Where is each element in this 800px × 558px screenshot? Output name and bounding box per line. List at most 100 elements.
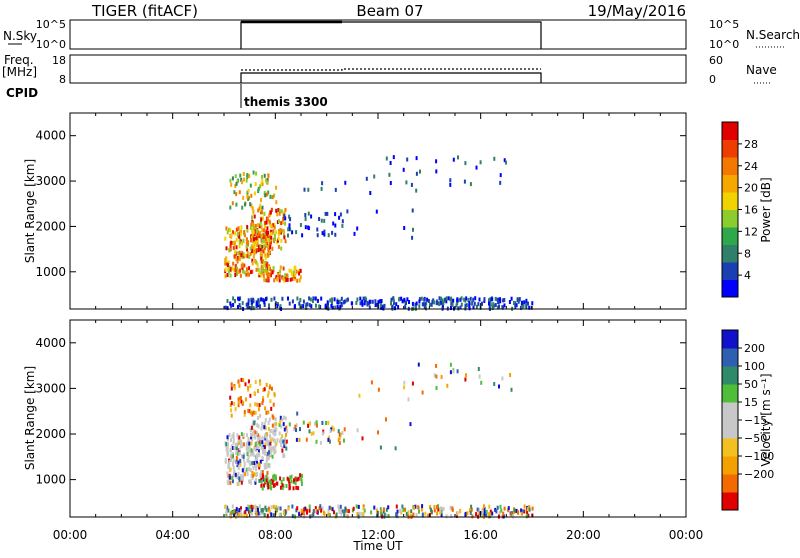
power-data-point — [468, 306, 471, 311]
power-data-point — [251, 235, 253, 240]
velocity-data-point — [436, 511, 439, 516]
power-data-point — [275, 230, 278, 235]
velocity-data-point — [278, 512, 281, 517]
velocity-data-point — [242, 400, 245, 405]
power-data-point — [259, 247, 262, 252]
power-data-point — [264, 241, 267, 246]
velocity-data-point — [272, 415, 275, 420]
velocity-data-point — [226, 452, 229, 457]
power-data-point — [366, 302, 369, 307]
velocity-data-point — [252, 473, 255, 478]
velocity-data-point — [233, 473, 236, 478]
power-data-point — [280, 221, 283, 226]
velocity-data-point — [279, 512, 282, 517]
power-data-point — [254, 223, 257, 228]
velocity-data-point — [263, 421, 266, 426]
velocity-data-point — [246, 472, 249, 477]
velocity-data-point — [321, 420, 324, 425]
velocity-data-point — [361, 436, 364, 441]
power-colorbar-tick-label: 28 — [744, 138, 758, 151]
velocity-data-point — [253, 471, 256, 476]
velocity-data-point — [507, 508, 510, 513]
power-data-point — [229, 178, 232, 183]
power-data-point — [233, 190, 236, 195]
velocity-data-point — [250, 511, 253, 516]
power-data-point — [266, 226, 269, 231]
power-data-point — [497, 299, 500, 304]
velocity-data-point — [526, 510, 529, 514]
velocity-data-point — [250, 428, 252, 432]
velocity-data-point — [275, 476, 277, 481]
velocity-data-point — [265, 435, 268, 440]
velocity-data-point — [257, 436, 260, 441]
power-data-point — [259, 184, 262, 189]
velocity-data-point — [333, 510, 335, 515]
velocity-data-point — [343, 509, 346, 514]
power-data-point — [267, 243, 269, 248]
velocity-data-point — [226, 449, 229, 454]
power-data-point — [411, 208, 414, 213]
velocity-data-point — [328, 505, 331, 510]
velocity-data-point — [493, 382, 496, 386]
velocity-data-point — [274, 474, 277, 479]
velocity-data-point — [261, 401, 264, 406]
power-data-point — [264, 224, 266, 229]
velocity-data-point — [227, 508, 230, 513]
velocity-data-point — [272, 504, 275, 509]
power-data-point — [276, 272, 279, 277]
velocity-data-point — [283, 427, 286, 432]
velocity-data-point — [257, 407, 260, 412]
velocity-data-point — [287, 506, 290, 511]
velocity-data-point — [385, 507, 388, 512]
power-data-point — [392, 296, 395, 301]
velocity-data-point — [289, 475, 292, 480]
velocity-data-point — [241, 468, 244, 473]
velocity-data-point — [232, 437, 235, 442]
velocity-data-point — [261, 470, 264, 474]
velocity-data-point — [237, 471, 240, 476]
power-data-point — [230, 182, 233, 187]
velocity-data-point — [240, 439, 243, 444]
velocity-x-tick-label: 00:00 — [53, 528, 88, 542]
power-data-point — [251, 261, 254, 266]
power-data-point — [251, 222, 254, 227]
velocity-data-point — [331, 507, 334, 512]
power-data-point — [440, 296, 443, 301]
velocity-data-point — [327, 437, 330, 442]
power-data-point — [249, 183, 252, 188]
power-data-point — [263, 303, 266, 307]
velocity-data-point — [242, 454, 245, 459]
power-data-point — [479, 160, 482, 165]
power-data-point — [527, 301, 529, 306]
power-data-point — [264, 255, 267, 260]
velocity-data-point — [345, 514, 348, 518]
velocity-data-point — [270, 438, 273, 443]
velocity-data-point — [264, 426, 267, 431]
power-data-point — [263, 228, 265, 233]
power-data-point — [472, 297, 475, 302]
power-data-point — [241, 250, 244, 255]
velocity-data-point — [338, 506, 341, 511]
velocity-data-point — [265, 432, 267, 437]
power-data-point — [336, 304, 339, 309]
power-data-point — [492, 302, 495, 307]
velocity-data-point — [279, 419, 282, 424]
velocity-data-point — [338, 441, 341, 445]
velocity-data-point — [233, 385, 236, 390]
power-data-point — [340, 296, 343, 301]
power-data-point — [298, 301, 301, 306]
velocity-data-point — [379, 507, 382, 512]
velocity-data-point — [263, 425, 266, 430]
velocity-colorbar-tick-label: 200 — [744, 342, 765, 355]
velocity-colorbar-swatch — [722, 474, 738, 493]
power-data-point — [225, 246, 228, 251]
power-data-point — [489, 302, 492, 307]
power-data-point — [235, 257, 238, 262]
velocity-data-point — [488, 512, 491, 517]
velocity-data-point — [300, 482, 303, 486]
velocity-data-point — [248, 505, 251, 510]
velocity-data-point — [272, 477, 275, 482]
power-data-point — [371, 299, 374, 304]
velocity-data-point — [435, 386, 438, 390]
power-data-point — [249, 246, 252, 251]
